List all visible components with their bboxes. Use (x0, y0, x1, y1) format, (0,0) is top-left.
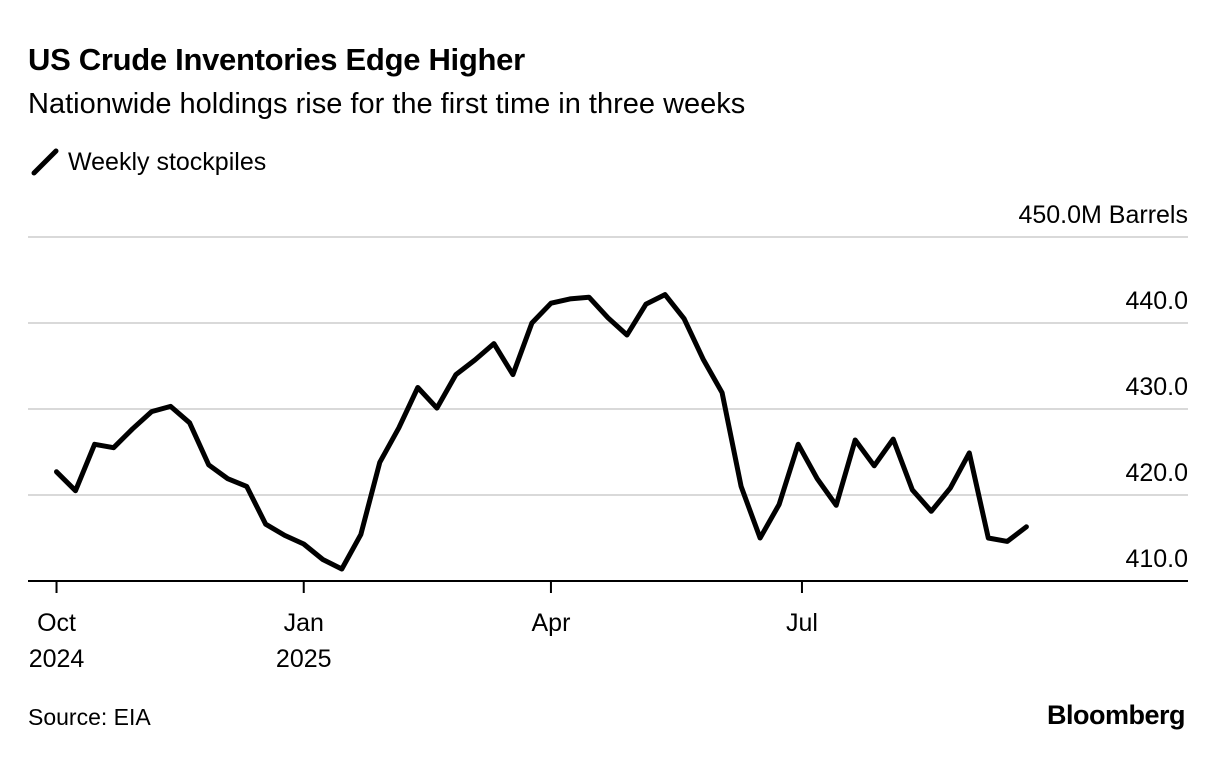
y-tick-label: 410.0 (1125, 545, 1188, 573)
chart-title: US Crude Inventories Edge Higher (28, 42, 525, 77)
legend: Weekly stockpiles (28, 145, 266, 179)
x-tick-year-label: 2025 (276, 645, 332, 673)
legend-line-icon (31, 148, 59, 176)
series-line-weekly-stockpiles (54, 292, 1029, 572)
y-tick-label: 440.0 (1125, 287, 1188, 315)
y-tick-label: 450.0M Barrels (1018, 201, 1188, 229)
source-note: Source: EIA (28, 704, 151, 730)
legend-label: Weekly stockpiles (68, 147, 267, 176)
y-tick-label: 420.0 (1125, 459, 1188, 487)
x-tick-label: Jan (284, 609, 324, 637)
x-tick-label: Oct (37, 609, 76, 637)
x-tick-label: Apr (531, 609, 570, 637)
bloomberg-logo: Bloomberg (1046, 700, 1186, 730)
x-tick-label: Jul (786, 609, 818, 637)
y-tick-label: 430.0 (1125, 373, 1188, 401)
x-tick-year-label: 2024 (29, 645, 85, 673)
chart-subtitle: Nationwide holdings rise for the first t… (28, 88, 746, 120)
